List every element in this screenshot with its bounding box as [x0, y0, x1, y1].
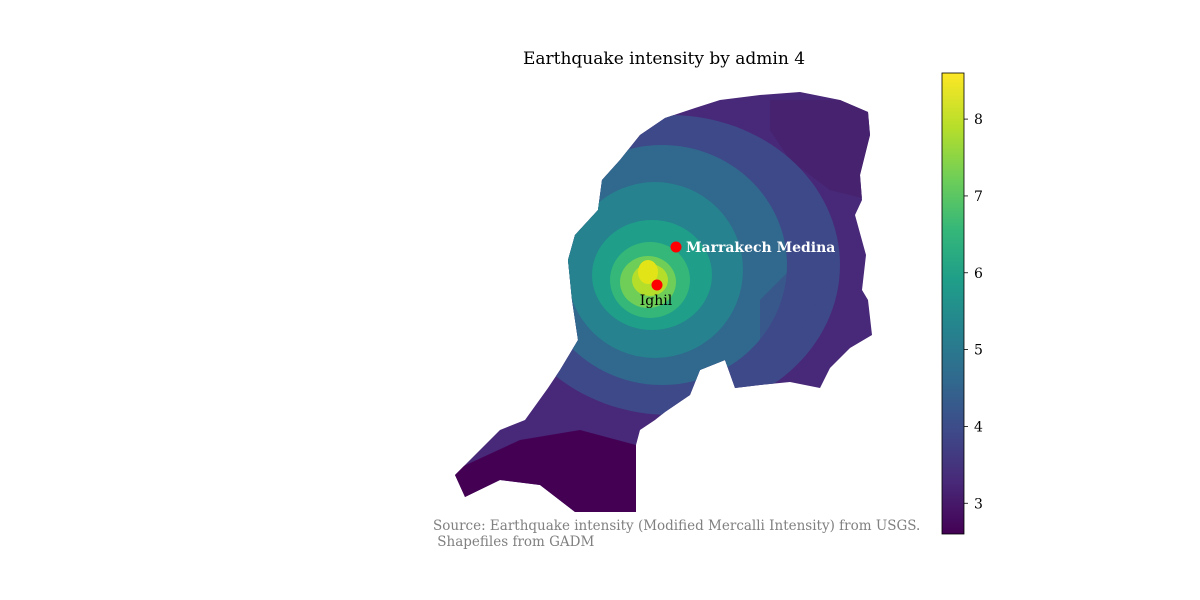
colorbar-gradient: [941, 72, 965, 535]
colorbar-tick-label: 7: [974, 189, 983, 205]
colorbar-tick-label: 8: [974, 112, 983, 128]
city-markers: Marrakech Medina Ighil: [640, 240, 836, 309]
zone-east-band: [760, 260, 830, 340]
city-label-marrakech: Marrakech Medina: [686, 240, 835, 256]
city-label-ighil: Ighil: [640, 293, 673, 309]
colorbar-tick-label: 6: [974, 266, 983, 282]
city-marker-ighil: [651, 279, 663, 291]
city-marker-marrakech: [670, 241, 682, 253]
colorbar-tick-label: 3: [974, 496, 983, 512]
source-line-2: Shapefiles from GADM: [433, 534, 594, 550]
colorbar-ticks: 3 4 5 6 7 8: [964, 112, 983, 512]
zone-northeast: [770, 100, 870, 200]
zone-intensity-8-5: [638, 260, 658, 284]
colorbar-tick-label: 4: [974, 419, 983, 435]
colorbar: 3 4 5 6 7 8: [941, 72, 983, 535]
zone-southwest: [455, 430, 636, 512]
colorbar-tick-label: 5: [974, 343, 983, 359]
map-title: Earthquake intensity by admin 4: [523, 49, 805, 69]
source-line-1: Source: Earthquake intensity (Modified M…: [433, 518, 920, 534]
